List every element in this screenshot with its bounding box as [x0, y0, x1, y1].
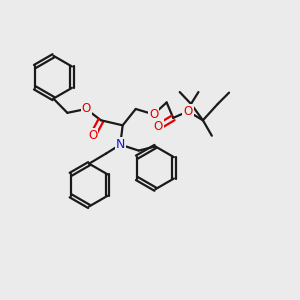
- Text: N: N: [116, 138, 125, 151]
- Text: O: O: [154, 120, 163, 133]
- Text: O: O: [88, 129, 97, 142]
- Text: O: O: [82, 103, 91, 116]
- Text: O: O: [183, 105, 193, 118]
- Text: O: O: [149, 108, 158, 121]
